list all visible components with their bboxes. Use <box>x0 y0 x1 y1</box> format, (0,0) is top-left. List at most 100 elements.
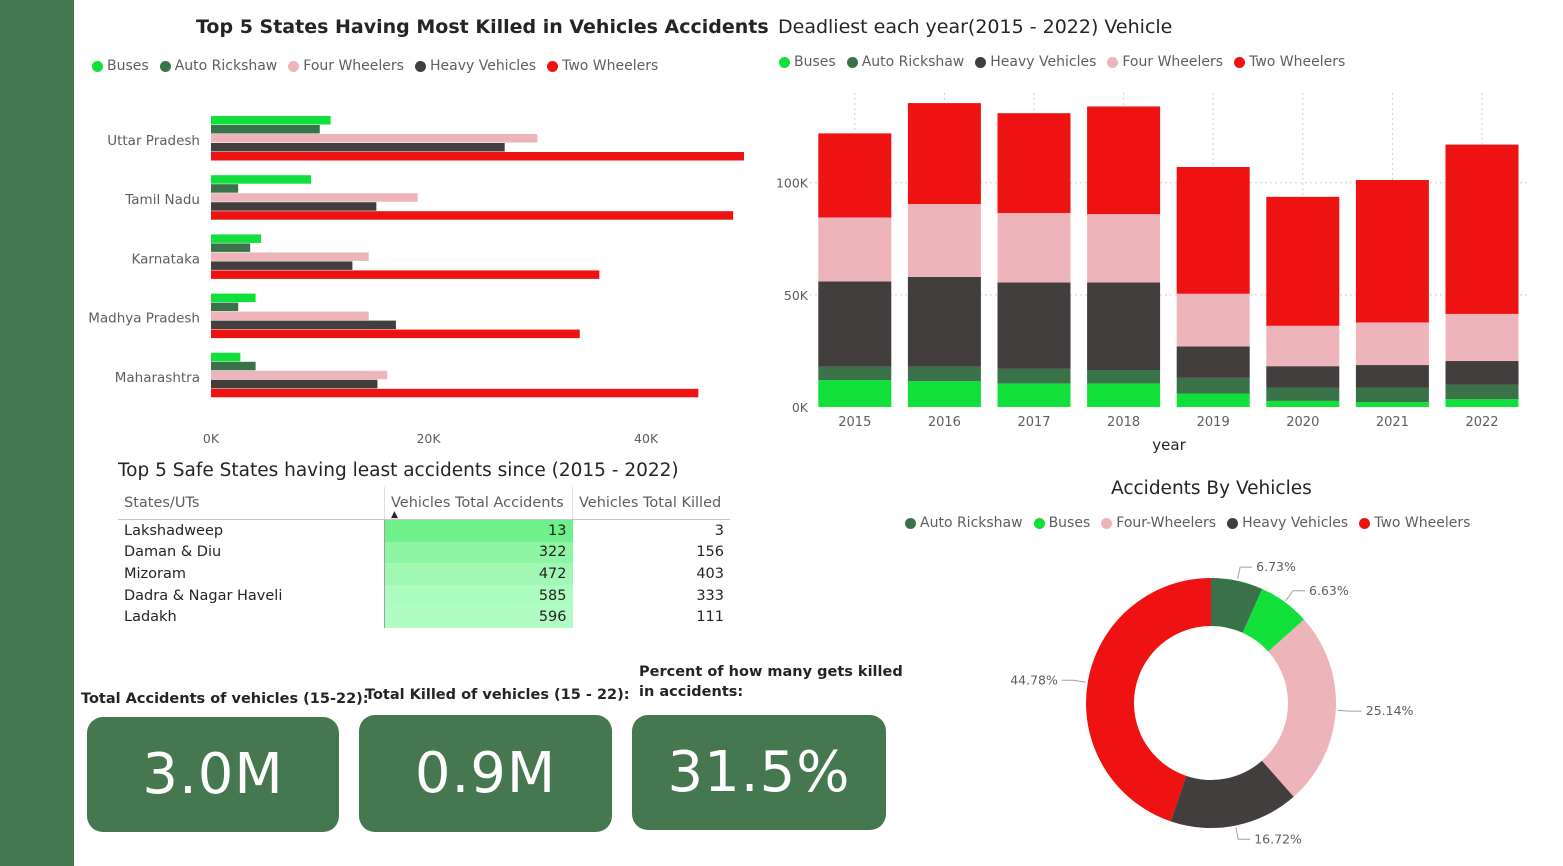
legend-label: Two Wheelers <box>1249 54 1346 70</box>
legend-dot-icon <box>414 60 426 72</box>
bar-buses-madhya-pradesh <box>211 293 256 303</box>
stack-two-wheelers-2020 <box>1266 196 1340 326</box>
stack-four-wheelers-2016 <box>907 204 981 277</box>
bar-four-wheelers-uttar-pradesh <box>211 134 538 143</box>
chart1-svg: Uttar Pradesh Tamil Nadu Karnataka Madhya P… <box>88 116 744 446</box>
legend-dot-icon <box>1101 517 1113 529</box>
leader-line <box>1237 566 1253 579</box>
stack-four-wheelers-2018 <box>1087 214 1161 283</box>
stack-buses-2019 <box>1176 393 1250 407</box>
chart1-legend-item-heavy-vehicles[interactable]: Heavy Vehicles <box>414 58 537 74</box>
slice-two-wheelers <box>1085 578 1211 822</box>
chart1-legend-item-auto-rickshaw[interactable]: Auto Rickshaw <box>159 58 278 74</box>
x-tick-label: 2019 <box>1197 415 1230 430</box>
chart3-legend-item-buses[interactable]: Buses <box>1033 515 1091 531</box>
stack-two-wheelers-2019 <box>1176 167 1250 294</box>
legend-dot-icon <box>92 60 103 72</box>
cell-state: Ladakh <box>124 609 177 626</box>
stack-two-wheelers-2017 <box>997 113 1071 213</box>
stack-four-wheelers-2022 <box>1445 313 1519 362</box>
legend-dot-icon <box>846 56 858 68</box>
kpi-percent-card[interactable]: 31.5% <box>632 715 886 830</box>
chart1-legend-item-buses[interactable]: Buses <box>92 58 149 74</box>
col-header-states[interactable]: States/UTs <box>118 487 385 520</box>
bar-buses-tamil-nadu <box>211 175 312 184</box>
chart3-legend-item-four-wheelers[interactable]: Four-Wheelers <box>1101 515 1216 531</box>
table-row[interactable]: Ladakh 596 111 <box>118 606 730 628</box>
chart3-legend-item-two-wheelers[interactable]: Two Wheelers <box>1359 515 1470 531</box>
kpi-accidents-card[interactable]: 3.0M <box>87 717 339 832</box>
table-row[interactable]: Lakshadweep 13 3 <box>118 519 730 542</box>
legend-label: Heavy Vehicles <box>990 54 1097 70</box>
stack-heavy-vehicles-2015 <box>818 281 892 367</box>
slice-data-label: 6.63% <box>1309 583 1349 598</box>
stack-two-wheelers-2018 <box>1087 106 1161 215</box>
legend-label: Heavy Vehicles <box>429 58 537 74</box>
stack-auto-rickshaw-2018 <box>1087 369 1161 384</box>
legend-label: Auto Rickshaw <box>920 515 1023 531</box>
x-axis-title: year <box>1152 436 1186 454</box>
legend-label: Four Wheelers <box>303 58 404 74</box>
col-header-killed[interactable]: Vehicles Total Killed <box>572 487 730 520</box>
cell-accidents: 585 <box>384 584 573 607</box>
chart1-legend-item-four-wheelers[interactable]: Four Wheelers <box>288 58 404 74</box>
stack-two-wheelers-2022 <box>1445 144 1519 314</box>
stack-two-wheelers-2021 <box>1355 180 1429 323</box>
kpi-killed-card[interactable]: 0.9M <box>359 715 612 832</box>
x-tick-label: 0K <box>203 431 220 446</box>
cell-killed: 3 <box>714 522 724 539</box>
table-row[interactable]: Mizoram 472 403 <box>118 563 730 585</box>
bar-heavy-vehicles-maharashtra <box>211 379 378 389</box>
stack-auto-rickshaw-2015 <box>818 366 892 381</box>
bar-auto-rickshaw-uttar-pradesh <box>211 125 320 134</box>
chart2-legend-item-buses[interactable]: Buses <box>779 54 836 70</box>
slice-auto-rickshaw <box>1211 578 1263 633</box>
stack-two-wheelers-2015 <box>818 133 892 218</box>
col-header-accidents[interactable]: Vehicles Total Accidents ▲ <box>384 487 573 520</box>
slice-buses <box>1242 589 1305 652</box>
y-category-label: Karnataka <box>132 251 200 267</box>
chart2-legend-item-auto-rickshaw[interactable]: Auto Rickshaw <box>846 54 964 70</box>
bar-buses-karnataka <box>211 234 262 243</box>
cell-state: Mizoram <box>124 565 186 582</box>
legend-dot-icon <box>905 517 916 529</box>
kpi-percent-label-line1: Percent of how many gets killed <box>639 664 903 680</box>
legend-dot-icon <box>159 60 171 72</box>
legend-label: Two Wheelers <box>562 58 659 74</box>
stack-heavy-vehicles-2020 <box>1266 366 1340 388</box>
bar-two-wheelers-maharashtra <box>211 388 699 398</box>
chart3-legend-item-auto-rickshaw[interactable]: Auto Rickshaw <box>905 515 1023 531</box>
y-category-label: Uttar Pradesh <box>107 133 200 149</box>
y-category-label: Tamil Nadu <box>124 192 200 208</box>
legend-dot-icon <box>1227 517 1239 529</box>
chart1-legend-item-two-wheelers[interactable]: Two Wheelers <box>547 58 658 74</box>
chart3-legend[interactable]: Auto Rickshaw Buses Four-Wheelers Heavy Veh… <box>905 515 1481 531</box>
stack-buses-2020 <box>1266 400 1340 407</box>
kpi-percent-label: Percent of how many gets killed in accid… <box>639 662 903 702</box>
table-row[interactable]: Dadra & Nagar Haveli 585 333 <box>118 584 730 607</box>
chart2-legend[interactable]: Buses Auto Rickshaw Heavy Vehicles Four Whe… <box>779 54 1356 70</box>
x-tick-label: 2015 <box>838 415 871 430</box>
legend-label: Auto Rickshaw <box>174 58 278 74</box>
chart2-legend-item-four-wheelers[interactable]: Four Wheelers <box>1107 54 1223 70</box>
stack-heavy-vehicles-2021 <box>1355 365 1429 388</box>
cell-state: Lakshadweep <box>124 522 224 539</box>
bar-two-wheelers-uttar-pradesh <box>211 152 744 161</box>
kpi-accidents-value: 3.0M <box>142 742 284 807</box>
table-row[interactable]: Daman & Diu 322 156 <box>118 541 730 564</box>
stack-buses-2018 <box>1087 383 1161 407</box>
kpi-percent-label-line2: in accidents: <box>639 684 744 700</box>
chart1-legend[interactable]: Buses Auto Rickshaw Four Wheelers Heavy Veh… <box>92 58 669 74</box>
slice-heavy-vehicles <box>1170 760 1294 828</box>
chart2-legend-item-two-wheelers[interactable]: Two Wheelers <box>1234 54 1345 70</box>
legend-label: Buses <box>1048 515 1091 531</box>
chart3-legend-item-heavy-vehicles[interactable]: Heavy Vehicles <box>1227 515 1348 531</box>
x-tick-label: 2021 <box>1376 415 1409 430</box>
stack-auto-rickshaw-2022 <box>1445 384 1519 400</box>
cell-state: Daman & Diu <box>124 544 222 561</box>
chart2-legend-item-heavy-vehicles[interactable]: Heavy Vehicles <box>975 54 1096 70</box>
cell-accidents: 322 <box>384 541 573 564</box>
legend-dot-icon <box>975 56 987 68</box>
legend-label: Two Wheelers <box>1374 515 1471 531</box>
legend-label: Four Wheelers <box>1122 54 1224 70</box>
